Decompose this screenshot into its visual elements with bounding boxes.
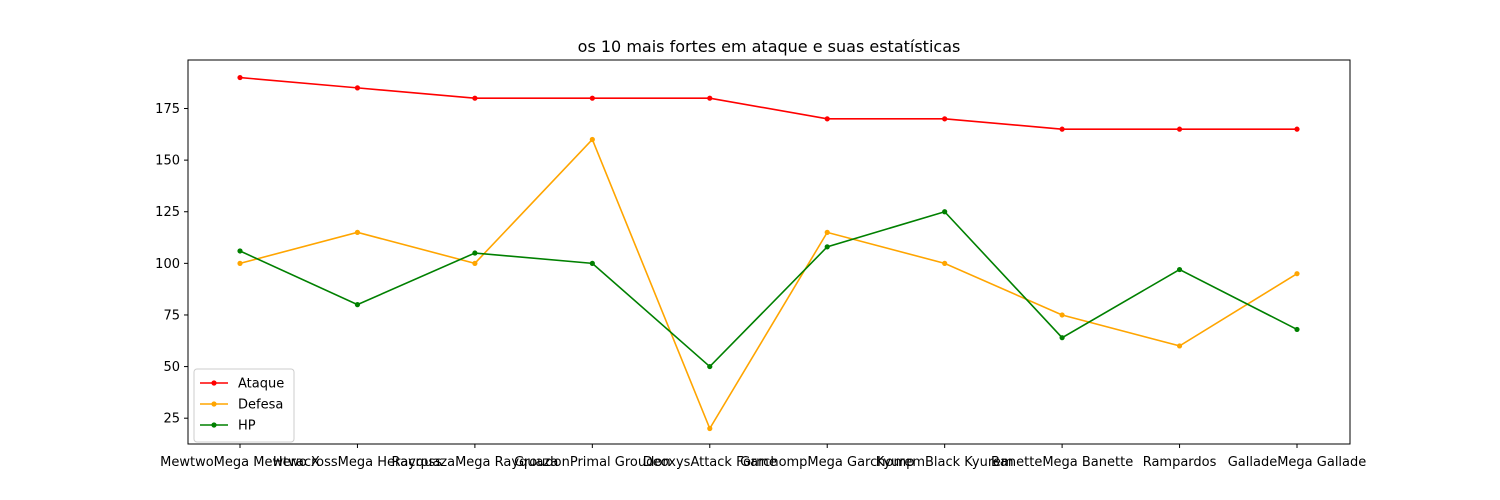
legend-label: Ataque [238,377,284,392]
data-point [707,363,713,370]
data-point [472,260,478,266]
legend-box [193,368,295,443]
data-point [1294,326,1300,333]
data-point [824,229,830,235]
x-tick-label: GarchompMega Garchomp [740,455,914,470]
data-point [1176,343,1183,349]
data-point [472,95,478,101]
y-tick-label: 25 [163,412,180,427]
series-line-hp [239,210,1298,368]
x-tick-label: DeoxysAttack Forme [643,455,777,470]
data-point [1294,126,1300,132]
legend-marker [211,380,217,386]
data-point [354,85,361,91]
data-point [824,244,830,250]
y-tick-label: 75 [163,308,180,323]
data-point [589,95,595,101]
data-point [589,136,595,143]
data-point [942,209,948,215]
data-point [354,302,361,308]
plot-frame [187,59,1351,445]
y-tick-label: 100 [155,257,180,272]
legend: Ataque Defesa HP [193,368,295,443]
data-point [707,425,713,432]
y-tick-label: 125 [155,205,180,220]
data-point [1059,312,1065,318]
data-point [1176,266,1183,273]
legend-label: HP [238,419,256,434]
chart-title: os 10 mais fortes em ataque e suas estat… [578,37,961,56]
legend-marker [211,422,217,428]
legend-marker [211,401,217,407]
x-tick-label: BanetteMega Banette [991,455,1133,470]
data-point [354,229,361,235]
x-tick-label: Rampardos [1143,455,1217,470]
x-tick-label: KyuremBlack Kyurem [876,455,1014,470]
x-tick-label: GalladeMega Gallade [1228,455,1367,470]
data-point [237,74,243,81]
data-point [1176,126,1183,132]
data-point [1059,335,1065,341]
data-point [824,116,830,122]
x-tick-label: HeracrossMega Heracross [273,455,442,470]
data-point [942,260,948,266]
series-line-defesa [239,138,1298,431]
series-line-ataque [239,76,1297,130]
data-point [942,116,948,122]
data-point [1294,271,1300,277]
x-tick-label: RayquazaMega Rayquaza [391,455,558,470]
y-tick-label: 175 [155,102,180,117]
x-tick-label: GroudonPrimal Groudon [514,455,670,470]
y-tick-label: 50 [163,360,180,375]
data-point [237,260,243,266]
x-tick-label: MewtwoMega Mewtwo X [160,455,320,470]
data-point [707,95,713,101]
data-point [1059,126,1065,132]
data-point [589,260,595,266]
legend-label: Defesa [238,398,283,413]
y-tick-label: 150 [155,154,180,169]
plot-area [237,74,1300,432]
data-point [472,250,478,256]
data-point [237,248,243,254]
